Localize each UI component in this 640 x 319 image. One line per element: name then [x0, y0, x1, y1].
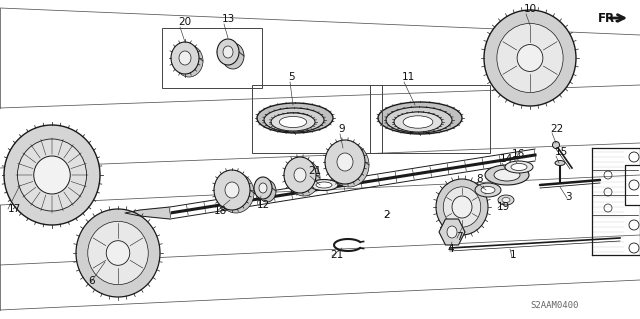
Ellipse shape	[271, 109, 319, 127]
Ellipse shape	[494, 169, 520, 181]
Ellipse shape	[399, 112, 440, 128]
Text: 14: 14	[500, 154, 513, 164]
Ellipse shape	[325, 140, 365, 184]
Text: 5: 5	[288, 72, 294, 82]
Ellipse shape	[394, 112, 442, 132]
Ellipse shape	[481, 187, 495, 194]
Text: 22: 22	[550, 124, 563, 134]
Ellipse shape	[517, 45, 543, 71]
Ellipse shape	[76, 209, 160, 297]
Ellipse shape	[259, 183, 267, 193]
Polygon shape	[439, 219, 465, 245]
Ellipse shape	[498, 195, 514, 205]
Ellipse shape	[502, 197, 510, 203]
Text: 1: 1	[510, 250, 516, 260]
Text: 10: 10	[524, 4, 537, 14]
Text: 4: 4	[447, 244, 454, 254]
Ellipse shape	[475, 183, 501, 197]
Circle shape	[552, 142, 559, 149]
Ellipse shape	[378, 102, 462, 134]
Ellipse shape	[485, 165, 529, 185]
Ellipse shape	[258, 180, 276, 202]
Ellipse shape	[214, 170, 250, 210]
Ellipse shape	[34, 156, 70, 194]
Ellipse shape	[337, 153, 353, 171]
Ellipse shape	[106, 241, 130, 265]
Text: 6: 6	[88, 276, 95, 286]
Text: 19: 19	[497, 202, 510, 212]
Bar	[162, 28, 262, 88]
Ellipse shape	[284, 157, 316, 193]
Text: 11: 11	[402, 72, 415, 82]
Ellipse shape	[511, 164, 527, 170]
Ellipse shape	[4, 125, 100, 225]
Ellipse shape	[386, 107, 452, 133]
Text: 9: 9	[338, 124, 344, 134]
Ellipse shape	[171, 42, 199, 74]
Text: 18: 18	[214, 206, 227, 216]
Polygon shape	[125, 207, 170, 219]
Ellipse shape	[218, 173, 254, 213]
Ellipse shape	[316, 182, 332, 188]
Bar	[370, 85, 490, 153]
Text: 12: 12	[257, 200, 270, 210]
Ellipse shape	[223, 46, 233, 58]
Text: 15: 15	[555, 147, 568, 157]
Ellipse shape	[288, 160, 320, 196]
Text: S2AAM0400: S2AAM0400	[530, 301, 579, 310]
Ellipse shape	[225, 182, 239, 198]
Ellipse shape	[264, 108, 324, 132]
Ellipse shape	[436, 179, 488, 235]
Ellipse shape	[217, 39, 239, 65]
Ellipse shape	[88, 221, 148, 285]
Ellipse shape	[484, 10, 576, 106]
Ellipse shape	[222, 43, 244, 69]
Text: 2: 2	[383, 210, 390, 220]
Text: FR.: FR.	[598, 12, 620, 25]
Ellipse shape	[505, 161, 533, 173]
Ellipse shape	[257, 103, 333, 133]
Text: 20: 20	[178, 17, 191, 27]
Ellipse shape	[452, 196, 472, 218]
Ellipse shape	[179, 51, 191, 65]
Ellipse shape	[17, 139, 86, 211]
Ellipse shape	[403, 116, 433, 128]
Ellipse shape	[329, 143, 369, 187]
Text: 13: 13	[222, 14, 236, 24]
Text: 3: 3	[565, 192, 572, 202]
Ellipse shape	[271, 113, 315, 131]
Ellipse shape	[555, 160, 565, 166]
Ellipse shape	[280, 116, 307, 128]
Ellipse shape	[294, 168, 306, 182]
Bar	[252, 85, 382, 153]
Ellipse shape	[394, 108, 446, 128]
Ellipse shape	[310, 180, 338, 190]
Text: 7: 7	[456, 232, 463, 242]
Text: 17: 17	[8, 204, 21, 214]
Ellipse shape	[175, 45, 203, 77]
Ellipse shape	[447, 226, 457, 238]
Text: 21: 21	[308, 166, 321, 176]
Ellipse shape	[444, 187, 481, 227]
Ellipse shape	[254, 177, 272, 199]
Text: 8: 8	[476, 174, 483, 184]
Text: 16: 16	[512, 149, 525, 159]
Ellipse shape	[497, 23, 563, 93]
Text: 21: 21	[330, 250, 343, 260]
Ellipse shape	[275, 113, 312, 127]
